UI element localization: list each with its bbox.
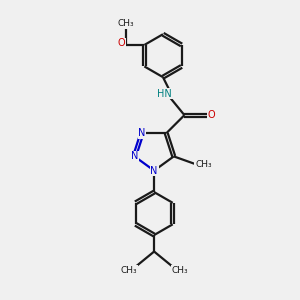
Text: HN: HN	[157, 89, 172, 99]
Text: CH₃: CH₃	[195, 160, 212, 169]
Text: N: N	[131, 152, 138, 161]
Text: CH₃: CH₃	[118, 19, 134, 28]
Text: N: N	[138, 128, 146, 138]
Text: CH₃: CH₃	[171, 266, 188, 275]
Text: O: O	[117, 38, 125, 48]
Text: CH₃: CH₃	[120, 266, 137, 275]
Text: N: N	[150, 166, 158, 176]
Text: O: O	[208, 110, 215, 120]
